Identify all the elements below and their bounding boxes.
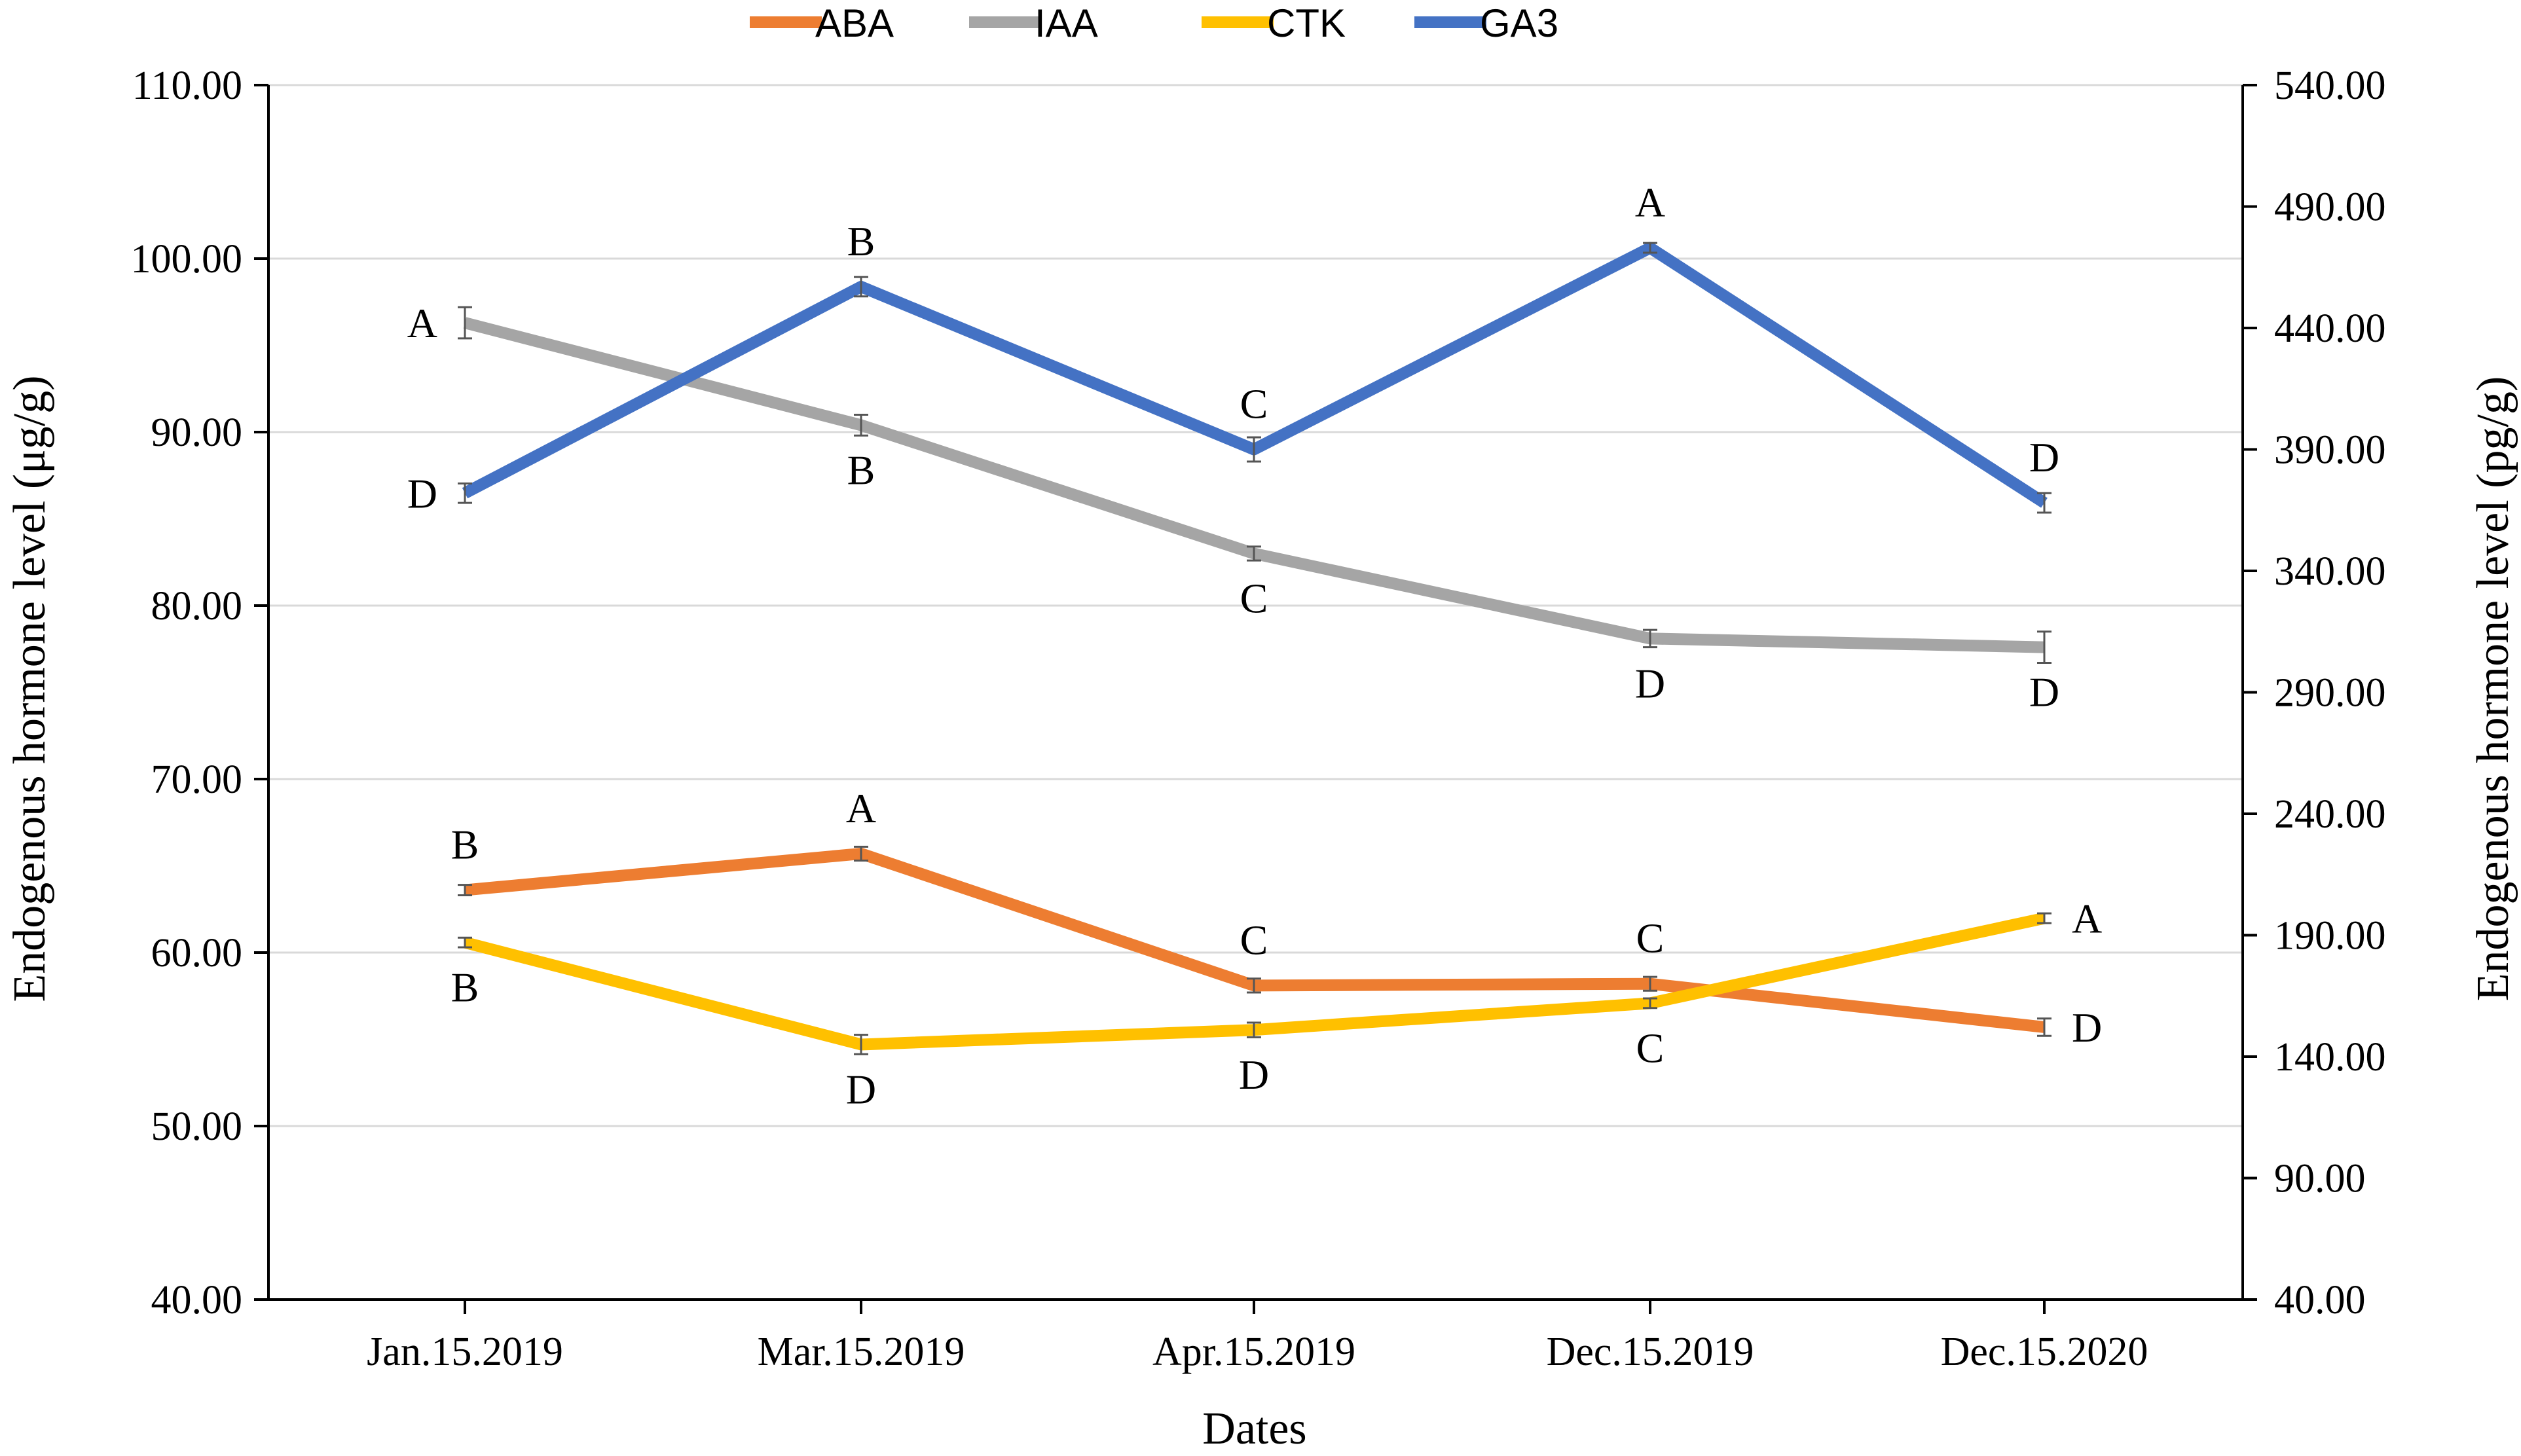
significance-letters: B A C C D A B C D D B D D C A D B C A D [407, 179, 2102, 1113]
gridlines [268, 84, 2243, 1127]
y-tick-label-left: 50.00 [151, 1104, 243, 1149]
x-tick-label: Mar.15.2019 [758, 1330, 965, 1374]
y-tick-label-right: 90.00 [2274, 1157, 2366, 1201]
error-bar-ga3 [458, 482, 472, 504]
error-bar-iaa [2037, 630, 2052, 664]
error-bar-ctk [458, 936, 472, 949]
y-tick-label-right: 540.00 [2274, 64, 2386, 108]
sig-letter-aba: A [846, 785, 876, 831]
sig-letter-aba: B [451, 822, 479, 868]
sig-letter-ga3: D [407, 470, 437, 517]
sig-letter-iaa: D [2029, 669, 2059, 716]
error-bar-ctk [1247, 1021, 1261, 1038]
error-bar-ga3 [1247, 436, 1261, 463]
error-bars [458, 242, 2052, 1055]
error-bar-ga3 [1643, 242, 1657, 254]
x-tick-label: Dec.15.2019 [1547, 1330, 1754, 1374]
y-tick-label-right: 390.00 [2274, 428, 2386, 473]
y-tick-label-right: 440.00 [2274, 306, 2386, 351]
y-tick-label-left: 40.00 [151, 1278, 243, 1322]
sig-letter-ctk: D [1239, 1051, 1269, 1098]
error-bar-aba [1643, 975, 1657, 992]
legend-label: GA3 [1480, 1, 1558, 45]
sig-letter-ctk: D [846, 1066, 876, 1112]
sig-letter-aba: C [1240, 917, 1268, 963]
sig-letter-ctk: C [1636, 1025, 1665, 1071]
error-bar-iaa [458, 306, 472, 340]
y-tick-label-left: 100.00 [131, 237, 243, 282]
legend-entry-ctk: CTK [1202, 1, 1346, 45]
error-bar-iaa [1247, 545, 1261, 562]
y-tick-label-right: 190.00 [2274, 914, 2386, 958]
y-tick-label-left: 110.00 [132, 64, 242, 108]
x-tick-label: Apr.15.2019 [1152, 1330, 1355, 1374]
x-tick-label: Jan.15.2019 [367, 1330, 563, 1374]
sig-letter-aba: D [2072, 1004, 2102, 1051]
error-bar-ctk [2037, 912, 2052, 924]
legend-label: ABA [815, 1, 894, 45]
error-bar-ctk [1643, 997, 1657, 1010]
y-axis-title-left: Endogenous hormone level (μg/g) [5, 375, 55, 1002]
legend-label: CTK [1267, 1, 1346, 45]
legend: ABA IAA CTK GA3 [750, 1, 1558, 45]
sig-letter-iaa: C [1240, 575, 1268, 622]
axes: 40.00 50.00 60.00 70.00 80.00 90.00 100.00 110.… [131, 64, 2386, 1374]
sig-letter-ga3: D [2029, 434, 2059, 481]
y-tick-label-left: 80.00 [151, 584, 243, 628]
error-bar-aba [854, 845, 868, 862]
legend-label: IAA [1035, 1, 1098, 45]
error-bar-ga3 [2037, 492, 2052, 514]
y-tick-label-left: 60.00 [151, 931, 243, 975]
y-tick-label-right: 290.00 [2274, 671, 2386, 716]
y-tick-label-right: 340.00 [2274, 549, 2386, 594]
error-bar-ga3 [854, 276, 868, 298]
sig-letter-ga3: B [847, 218, 875, 264]
y-tick-label-right: 240.00 [2274, 792, 2386, 837]
sig-letter-ctk: A [2072, 896, 2102, 942]
y-tick-label-right: 140.00 [2274, 1035, 2386, 1080]
legend-entry-aba: ABA [750, 1, 894, 45]
error-bar-iaa [854, 414, 868, 437]
y-axis-title-right: Endogenous hormone level (pg/g) [2468, 376, 2518, 1002]
series-line-ga3 [462, 242, 2048, 508]
sig-letter-aba: C [1636, 915, 1665, 962]
sig-letter-iaa: A [407, 300, 437, 346]
error-bar-aba [458, 884, 472, 897]
sig-letter-iaa: D [1635, 660, 1665, 706]
x-tick-label: Dec.15.2020 [1941, 1330, 2148, 1374]
error-bar-ctk [854, 1034, 868, 1055]
y-tick-label-right: 40.00 [2274, 1278, 2366, 1322]
error-bar-aba [1247, 977, 1261, 994]
error-bar-iaa [1643, 628, 1657, 649]
x-axis-title: Dates [1202, 1404, 1306, 1454]
y-tick-label-right: 490.00 [2274, 185, 2386, 230]
sig-letter-iaa: B [847, 446, 875, 493]
y-tick-label-left: 90.00 [151, 410, 243, 455]
sig-letter-ga3: C [1240, 381, 1268, 428]
legend-entry-iaa: IAA [969, 1, 1098, 45]
sig-letter-ga3: A [1635, 179, 1665, 226]
legend-entry-ga3: GA3 [1414, 1, 1558, 45]
error-bar-aba [2037, 1017, 2052, 1037]
y-tick-label-left: 70.00 [151, 757, 243, 802]
sig-letter-ctk: B [451, 964, 479, 1011]
